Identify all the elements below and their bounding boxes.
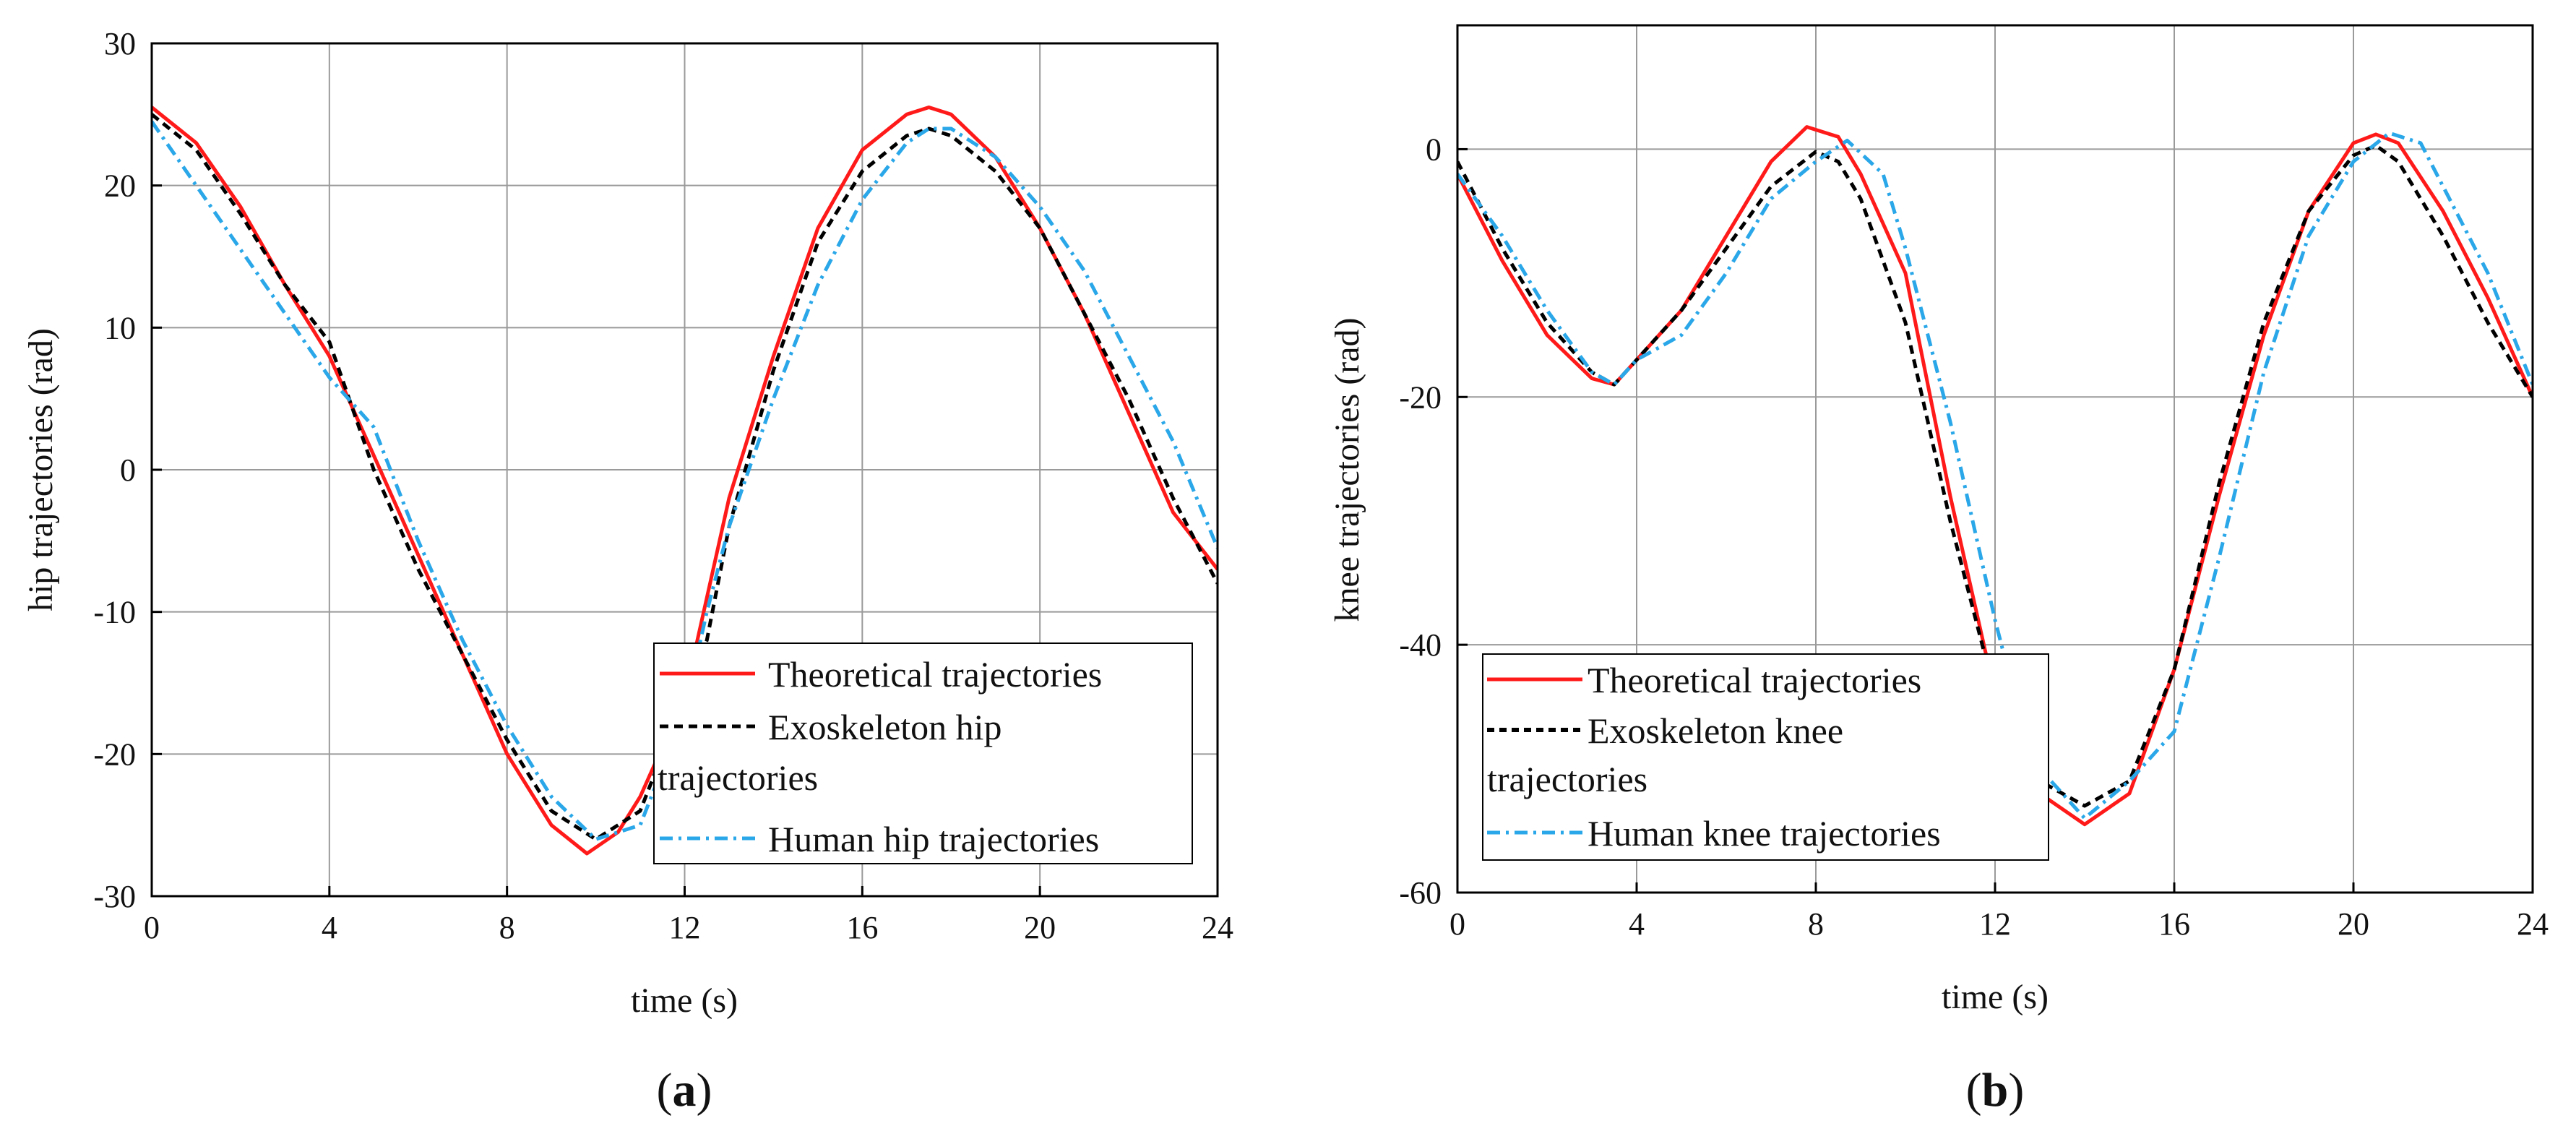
x-tick-label-b-2: 8 (1808, 906, 1824, 942)
x-axis-label-a: time (s) (631, 981, 738, 1020)
x-ticks-a: 0 4 8 12 16 20 24 (144, 886, 1233, 945)
x-tick-label-a-5: 20 (1024, 910, 1056, 945)
legend-b: Theoretical trajectories Exoskeleton kne… (1482, 653, 2049, 861)
y-ticks-a: -30 -20 -10 0 10 20 30 (93, 26, 162, 914)
y-ticks-b: -60 -40 -20 0 (1399, 132, 1468, 911)
legend-label-exoskeleton-wrap-a: trajectories (658, 757, 818, 798)
y-tick-label-a-0: -30 (93, 879, 136, 914)
panel-label-b: (b) (1966, 1064, 2025, 1117)
y-tick-label-a-5: 20 (104, 168, 136, 204)
legend-box-b (1482, 653, 2049, 861)
legend-a: Theoretical trajectories Exoskeleton hip… (653, 642, 1193, 864)
y-tick-label-b-0: -60 (1399, 875, 1442, 911)
x-tick-label-b-6: 24 (2517, 906, 2549, 942)
legend-box-a (653, 642, 1193, 864)
y-tick-label-b-2: -20 (1399, 379, 1442, 415)
x-tick-label-a-6: 24 (1202, 910, 1233, 945)
y-tick-label-a-1: -20 (93, 736, 136, 772)
legend-label-human-b: Human knee trajectories (1588, 813, 1941, 854)
legend-label-theoretical-b: Theoretical trajectories (1588, 660, 1921, 700)
x-tick-label-b-4: 16 (2158, 906, 2190, 942)
y-tick-label-a-2: -10 (93, 595, 136, 630)
x-tick-label-b-1: 4 (1629, 906, 1645, 942)
y-axis-label-b: knee trajectories (rad) (1328, 317, 1366, 622)
y-tick-label-a-4: 10 (104, 310, 136, 345)
x-tick-label-a-0: 0 (144, 910, 160, 945)
y-tick-label-a-3: 0 (120, 452, 136, 488)
y-tick-label-b-1: -40 (1399, 627, 1442, 663)
y-tick-label-a-6: 30 (104, 26, 136, 61)
legend-label-theoretical-a: Theoretical trajectories (768, 654, 1102, 695)
y-axis-label-a: hip trajectories (rad) (22, 328, 60, 611)
legend-label-human-a: Human hip trajectories (768, 819, 1099, 859)
legend-label-exoskeleton-a: Exoskeleton hip (768, 707, 1002, 747)
x-tick-label-b-3: 12 (1979, 906, 2011, 942)
y-tick-label-b-3: 0 (1426, 132, 1442, 167)
x-tick-label-b-5: 20 (2338, 906, 2369, 942)
x-ticks-b: 0 4 8 12 16 20 24 (1449, 882, 2549, 942)
x-tick-label-a-3: 12 (669, 910, 701, 945)
x-tick-label-a-1: 4 (322, 910, 337, 945)
x-tick-label-b-0: 0 (1449, 906, 1465, 942)
series-line-b-2 (1457, 131, 2533, 820)
x-tick-label-a-2: 8 (499, 910, 515, 945)
legend-label-exoskeleton-b: Exoskeleton knee (1588, 710, 1843, 751)
x-axis-label-b: time (s) (1942, 978, 2049, 1016)
chart-panel-b: 0 4 8 12 16 20 24 -60 -40 -20 0 time (s) knee tra… (1328, 24, 2549, 1117)
panel-label-a: (a) (657, 1064, 712, 1117)
series-line-a-1 (152, 113, 1218, 841)
x-tick-label-a-4: 16 (846, 910, 878, 945)
series-line-a-2 (152, 120, 1218, 841)
chart-panel-a: 0 4 8 12 16 20 24 -30 -20 -10 0 10 20 30 time (s) hi… (22, 26, 1233, 1117)
legend-label-exoskeleton-wrap-b: trajectories (1487, 759, 1647, 799)
